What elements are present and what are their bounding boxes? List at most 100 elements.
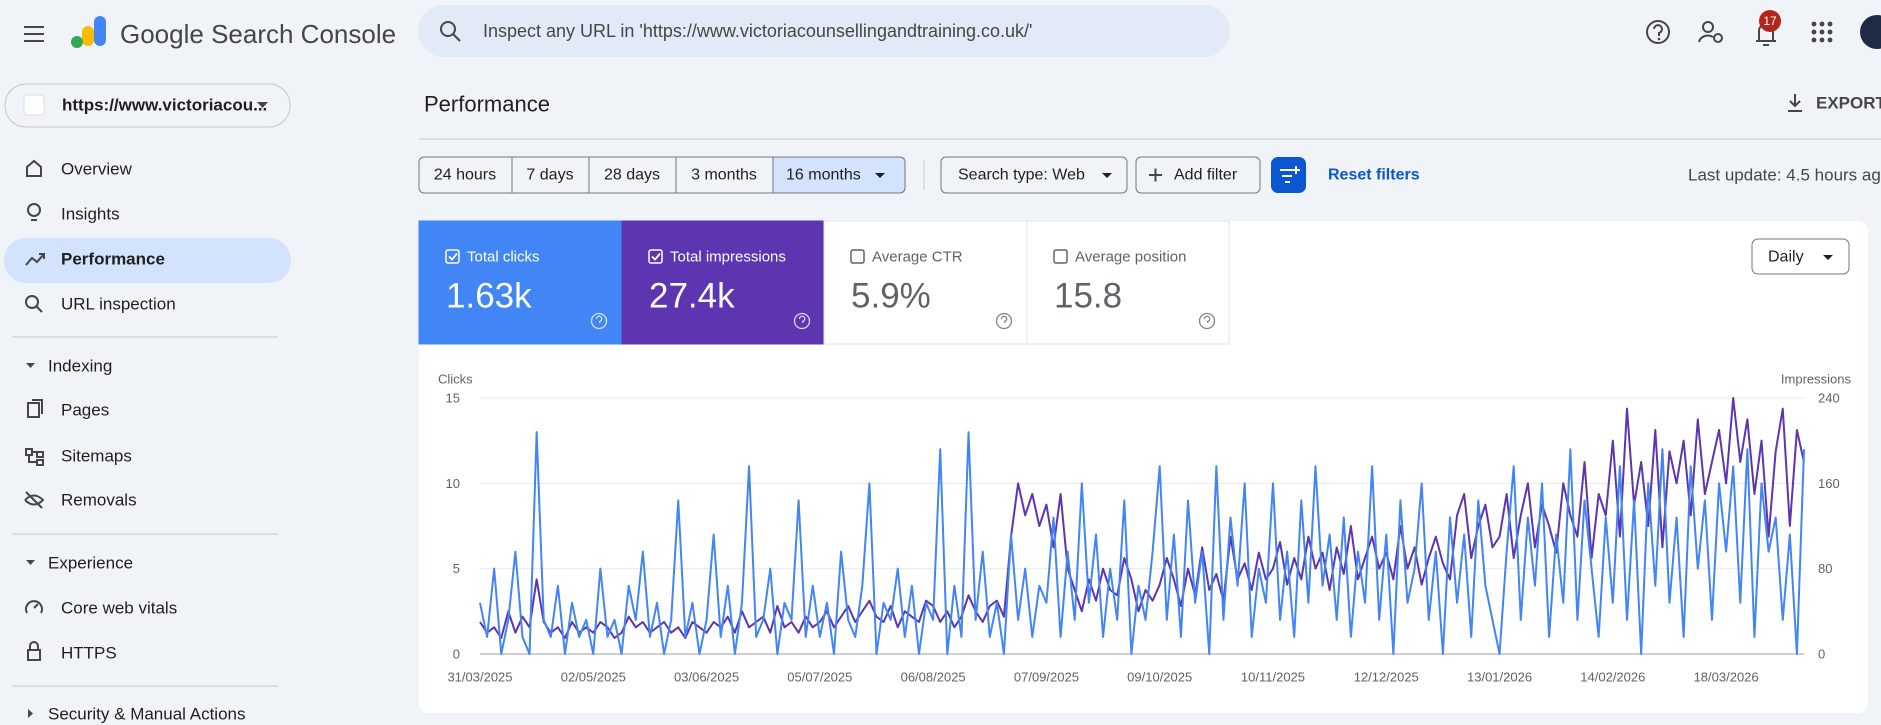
nav-icon	[26, 159, 42, 177]
help-icon	[798, 315, 806, 323]
help-icon	[793, 312, 811, 330]
nav-section[interactable]: Experience	[48, 554, 133, 573]
export-button[interactable]: EXPORT	[1816, 94, 1881, 113]
add-filter-label: Add filter	[1174, 167, 1238, 184]
metric-value: 27.4k	[649, 277, 735, 316]
help-button[interactable]	[1646, 20, 1670, 44]
x-tick-label: 05/07/2025	[787, 670, 852, 685]
y2-axis-title: Impressions	[1781, 372, 1852, 387]
nav-item[interactable]: URL inspection	[61, 295, 176, 314]
x-tick-label: 07/09/2025	[1014, 670, 1079, 685]
x-tick-label: 03/06/2025	[674, 670, 739, 685]
nav-item[interactable]: Overview	[61, 160, 133, 179]
metric-tile[interactable]	[823, 220, 1028, 345]
metric-tile[interactable]	[1026, 220, 1230, 345]
range-button[interactable]: 24 hours	[434, 167, 496, 184]
filter-icon	[1280, 166, 1300, 183]
help-icon	[590, 312, 608, 330]
nav-icon	[27, 203, 41, 221]
settings-button[interactable]	[1698, 21, 1723, 43]
metric-label: Average position	[1075, 249, 1186, 266]
y-tick-label: 15	[446, 391, 460, 406]
section-caret	[26, 363, 35, 368]
checkmark	[651, 252, 661, 261]
page-title: Performance	[424, 92, 550, 117]
metric-checkbox	[445, 249, 460, 264]
granularity-label: Daily	[1768, 249, 1804, 266]
help-icon	[1203, 315, 1211, 323]
x-tick-label: 31/03/2025	[447, 670, 512, 685]
x-tick-label: 18/03/2026	[1694, 670, 1759, 685]
granularity-button[interactable]	[1751, 238, 1850, 275]
x-tick-label: 10/11/2025	[1241, 670, 1305, 685]
help-icon	[1000, 315, 1008, 323]
metric-checkbox	[648, 249, 663, 264]
metric-tiles: Total clicks 1.63k Total impressions 27.4k A…	[418, 220, 1230, 345]
range-button[interactable]: 7 days	[526, 167, 573, 184]
y-tick-label: 10	[446, 476, 460, 491]
avatar[interactable]	[1860, 15, 1881, 49]
nav-icon	[27, 399, 43, 418]
property-favicon	[23, 94, 45, 116]
nav-item[interactable]: Insights	[61, 205, 120, 224]
menu-button[interactable]	[24, 26, 44, 42]
reset-filters[interactable]: Reset filters	[1328, 167, 1420, 184]
search-type-button[interactable]	[940, 156, 1128, 194]
x-tick-label: 09/10/2025	[1127, 670, 1192, 685]
metric-label: Total clicks	[467, 249, 540, 266]
nav-item[interactable]: Sitemaps	[61, 447, 132, 466]
add-filter-button[interactable]	[1135, 156, 1261, 194]
x-tick-label: 02/05/2025	[561, 670, 626, 685]
help-icon	[1198, 312, 1216, 330]
range-button[interactable]: 28 days	[604, 167, 660, 184]
granularity-caret	[1823, 255, 1833, 260]
metric-value: 1.63k	[446, 277, 532, 316]
series-line	[479, 431, 1805, 655]
nav-item[interactable]: Performance	[61, 250, 165, 269]
plot: 0 5 10 15 0 80 160 240 31/03/2025 02/05/2025 03/06…	[446, 391, 1840, 685]
notification-badge	[1759, 10, 1781, 32]
metric-tile[interactable]	[418, 220, 623, 345]
search-placeholder: Inspect any URL in 'https://www.victoria…	[483, 21, 1032, 41]
product-name: Google Search Console	[120, 19, 396, 49]
nav-item[interactable]: Core web vitals	[61, 599, 177, 618]
metric-value: 15.8	[1054, 277, 1122, 316]
y2-tick-label: 240	[1818, 391, 1840, 406]
metric-value: 5.9%	[851, 277, 931, 316]
search-type-caret	[1102, 173, 1112, 178]
y2-tick-label: 80	[1818, 561, 1832, 576]
section-caret	[28, 709, 33, 718]
nav-item[interactable]: HTTPS	[61, 644, 117, 663]
range-button[interactable]: 16 months	[786, 167, 861, 184]
y-axis-title: Clicks	[438, 372, 473, 387]
metric-tile[interactable]	[621, 220, 825, 345]
nav-icon	[25, 295, 43, 313]
metric-label: Total impressions	[670, 249, 786, 266]
nav-section[interactable]: Security & Manual Actions	[48, 705, 245, 724]
nav-item[interactable]: Pages	[61, 401, 109, 420]
range-button[interactable]: 3 months	[691, 167, 757, 184]
property-caret	[257, 102, 268, 108]
search-box[interactable]	[418, 5, 1230, 57]
property-selector[interactable]	[4, 83, 291, 128]
y-tick-label: 0	[453, 647, 460, 662]
x-tick-label: 14/02/2026	[1580, 670, 1645, 685]
export-icon	[1788, 94, 1802, 112]
plus-icon	[1149, 168, 1162, 182]
y-tick-label: 5	[453, 561, 460, 576]
x-tick-label: 13/01/2026	[1467, 670, 1532, 685]
x-tick-label: 06/08/2025	[901, 670, 966, 685]
last-update: Last update: 4.5 hours ag	[1688, 166, 1881, 185]
y2-tick-label: 0	[1818, 647, 1825, 662]
nav-icon	[25, 600, 43, 614]
nav-section[interactable]: Indexing	[48, 357, 112, 376]
range-dividers	[511, 157, 774, 193]
nav-item[interactable]: Removals	[61, 491, 137, 510]
x-tick-label: 12/12/2025	[1354, 670, 1419, 685]
section-caret	[26, 560, 35, 565]
apps-button[interactable]	[1811, 21, 1833, 43]
range-group	[418, 156, 906, 194]
notification-count: 17	[1763, 14, 1777, 28]
